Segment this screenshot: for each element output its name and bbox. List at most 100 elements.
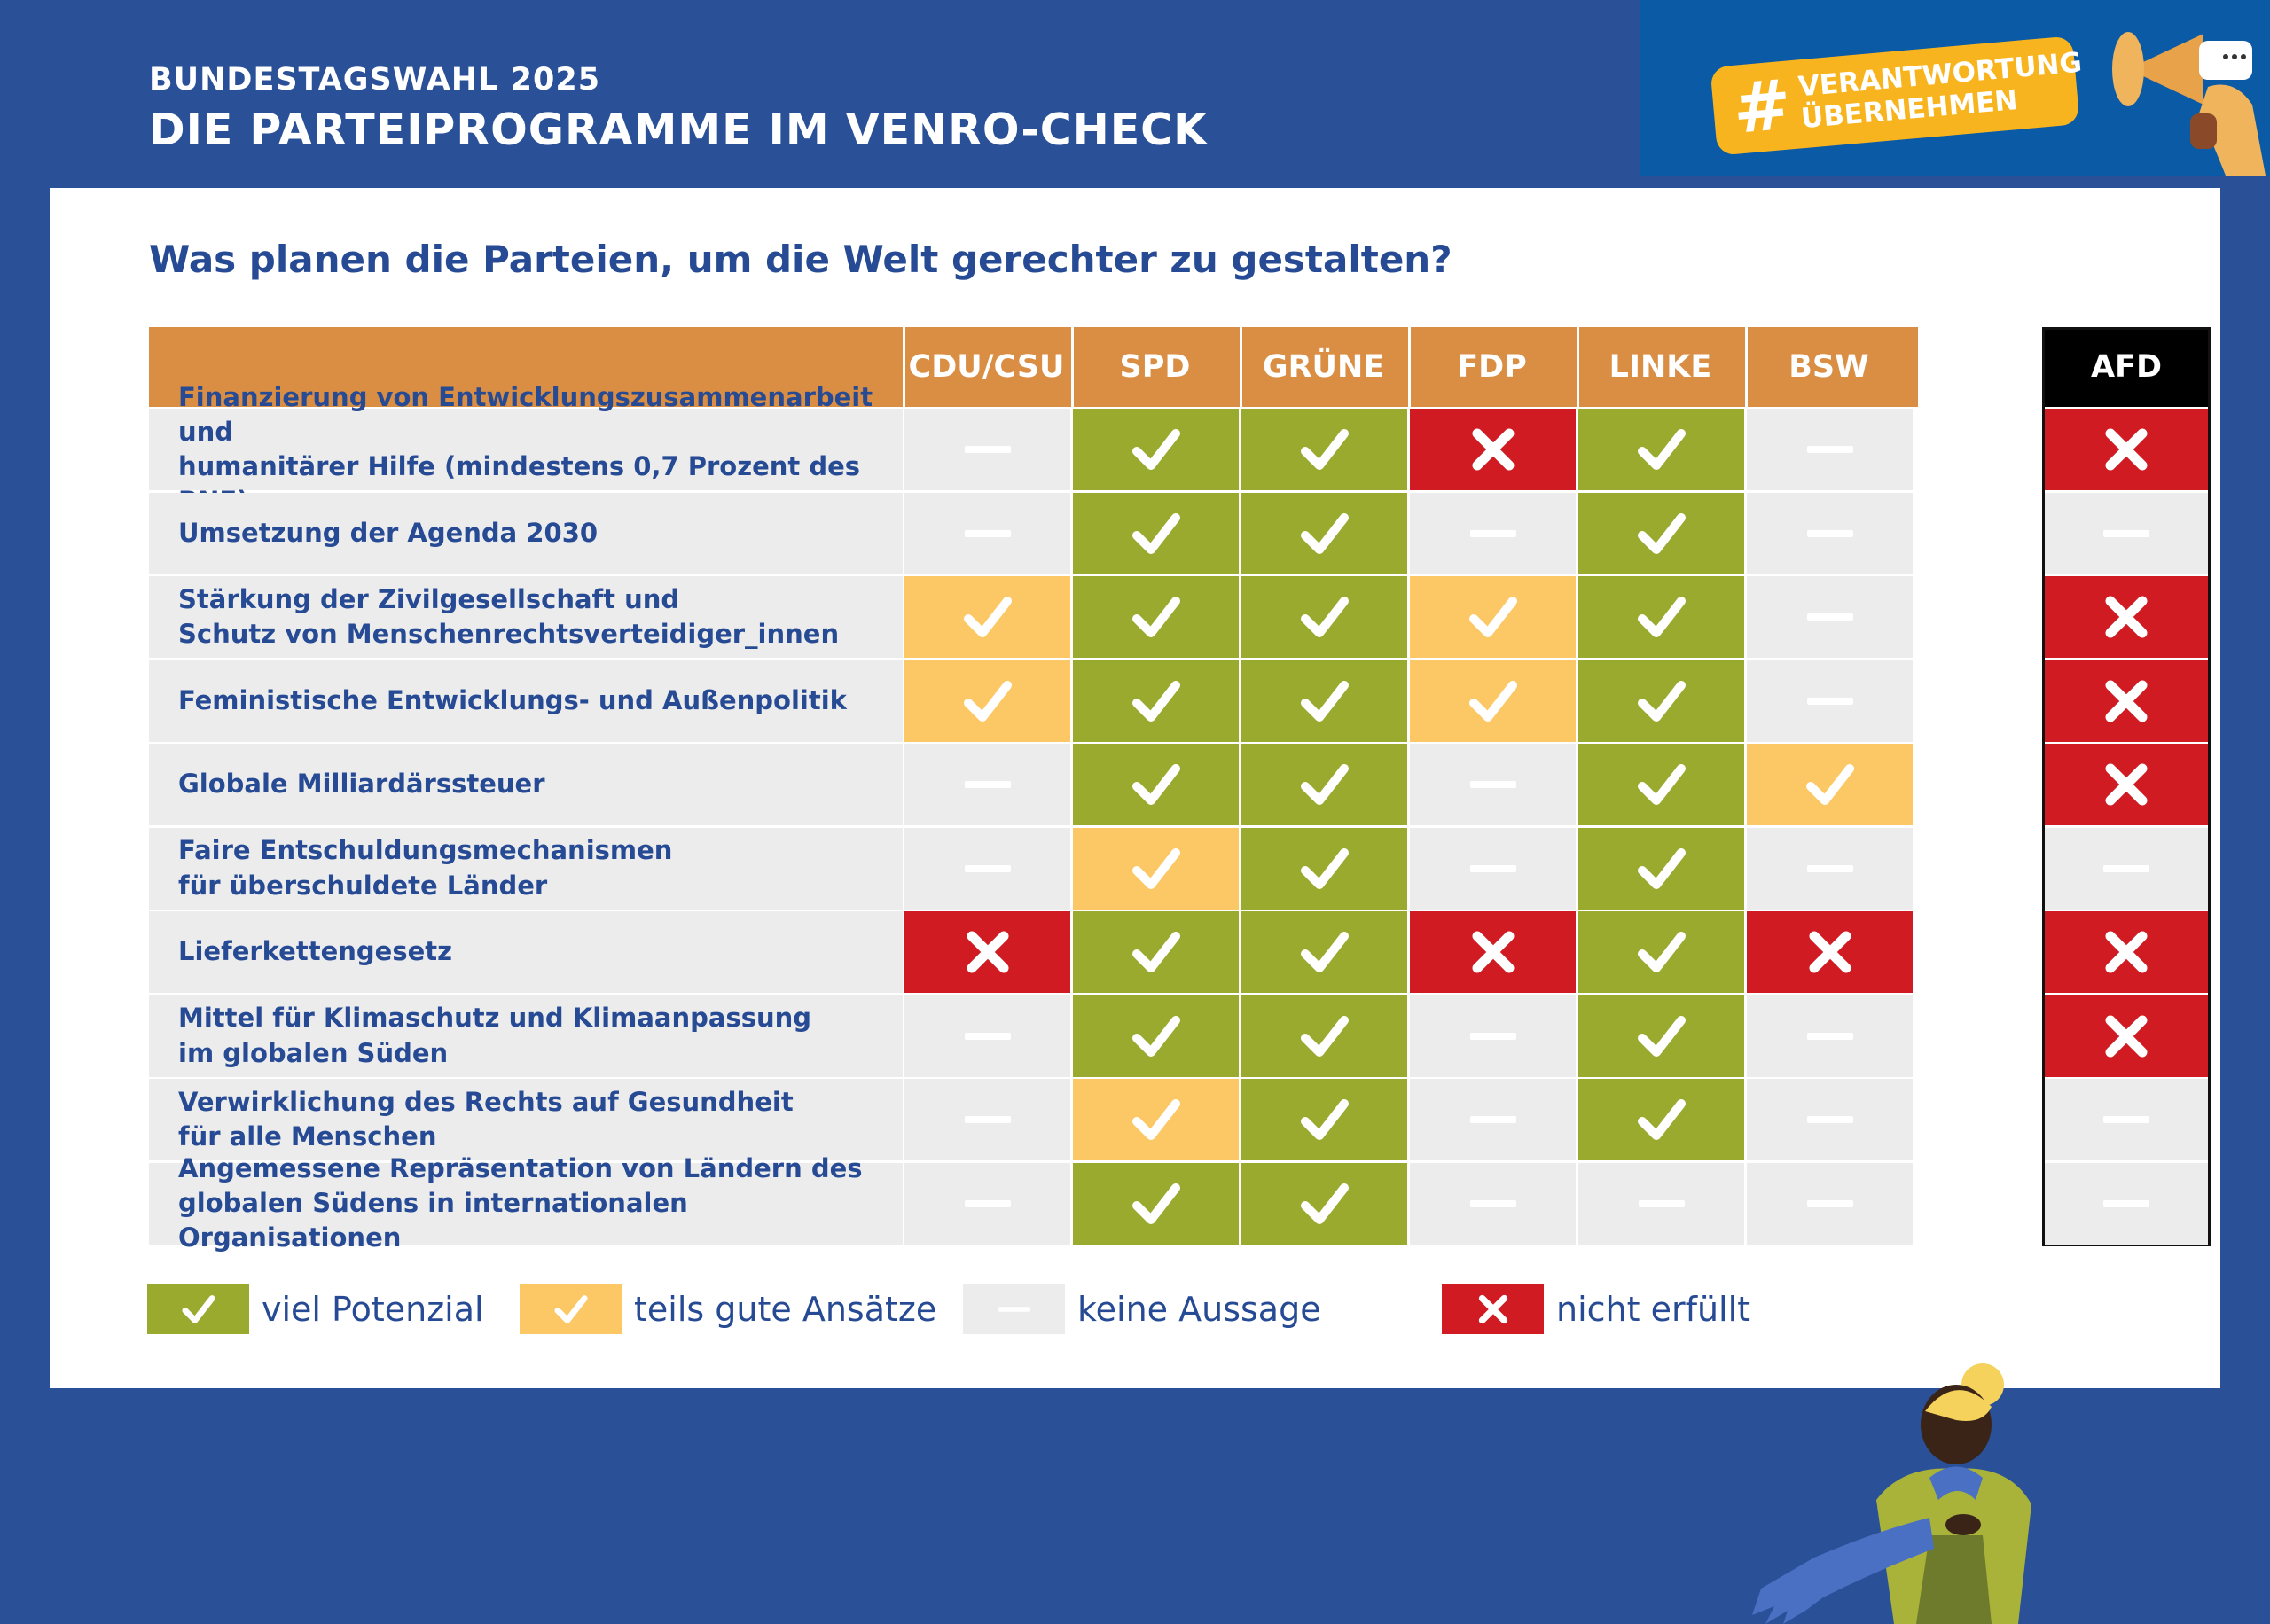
cell-bsw-row-3 [1747, 576, 1913, 658]
person-illustration [1752, 1363, 2031, 1624]
cell-linke-row-2 [1578, 492, 1744, 574]
check-icon [1300, 680, 1349, 722]
cell-fdp-row-2 [1410, 492, 1576, 574]
cell-afd-row-2 [2045, 492, 2208, 574]
check-icon [1131, 847, 1180, 889]
cross-icon [2105, 763, 2148, 806]
cross-icon [2105, 428, 2148, 471]
header-separator [1408, 327, 1411, 407]
cell-afd-row-9 [2045, 1079, 2208, 1160]
col-head-bsw: BSW [1789, 349, 1869, 385]
check-icon [1637, 932, 1686, 972]
col-head-cdu-csu: CDU/CSU [908, 349, 1065, 385]
dash-icon [1806, 446, 1853, 453]
cell-fdp-row-6 [1410, 827, 1576, 910]
cell-cdu-csu-row-6 [904, 827, 1070, 910]
check-icon [1300, 1099, 1349, 1140]
cell-linke-row-1 [1578, 409, 1744, 490]
supertitle: BUNDESTAGSWAHL 2025 [149, 62, 601, 98]
header-separator [903, 327, 905, 407]
cross-icon [1472, 931, 1514, 973]
cell-cdu-csu-row-9 [904, 1079, 1070, 1160]
cell-grune-row-6 [1241, 827, 1407, 910]
cell-fdp-row-9 [1410, 1079, 1576, 1160]
header-separator [1240, 327, 1242, 407]
legend-label: viel Potenzial [262, 1290, 484, 1329]
cell-spd-row-2 [1073, 492, 1239, 574]
cell-grune-row-5 [1241, 744, 1407, 825]
cell-bsw-row-6 [1747, 827, 1913, 910]
dash-icon [964, 529, 1011, 537]
check-icon [1637, 680, 1686, 722]
dash-icon [1469, 1116, 1516, 1123]
cell-fdp-row-8 [1410, 995, 1576, 1077]
check-icon [1637, 597, 1686, 637]
cell-spd-row-3 [1073, 576, 1239, 658]
check-icon [1300, 512, 1349, 554]
legend-item-nicht-erfullt: nicht erfüllt [1442, 1284, 1750, 1334]
cell-fdp-row-1 [1410, 409, 1576, 490]
check-icon [1637, 764, 1686, 805]
cell-afd-row-1 [2045, 409, 2208, 490]
cell-linke-row-8 [1578, 995, 1744, 1077]
row-label: Mittel für Klimaschutz und Klimaanpassun… [149, 995, 903, 1077]
check-icon [1468, 597, 1517, 637]
cell-bsw-row-2 [1747, 492, 1913, 574]
check-icon [1300, 932, 1349, 972]
cell-grune-row-7 [1241, 911, 1407, 993]
check-icon [181, 1295, 215, 1323]
cell-spd-row-9 [1073, 1079, 1239, 1160]
dash-icon [1806, 1116, 1853, 1123]
dash-icon [1469, 1199, 1516, 1207]
cell-grune-row-10 [1241, 1162, 1407, 1245]
dash-icon [1806, 529, 1853, 537]
check-icon [1637, 1099, 1686, 1140]
check-icon [1131, 1099, 1180, 1140]
cell-linke-row-7 [1578, 911, 1744, 993]
legend-item-viel-potenzial: viel Potenzial [147, 1284, 484, 1334]
row-label: Feministische Entwicklungs- und Außenpol… [149, 660, 903, 742]
cell-afd-row-7 [2045, 911, 2208, 993]
cell-bsw-row-7 [1747, 911, 1913, 993]
check-icon [1300, 1183, 1349, 1224]
cell-cdu-csu-row-5 [904, 744, 1070, 825]
dash-icon [998, 1307, 1030, 1312]
check-icon [1637, 429, 1686, 470]
dash-icon [2103, 1199, 2149, 1207]
row-label: Umsetzung der Agenda 2030 [149, 492, 903, 574]
header-separator [1577, 327, 1579, 407]
col-head-gruene: GRÜNE [1262, 349, 1385, 385]
cell-cdu-csu-row-10 [904, 1162, 1070, 1245]
check-icon [1131, 932, 1180, 972]
cell-bsw-row-8 [1747, 995, 1913, 1077]
cell-bsw-row-5 [1747, 744, 1913, 825]
check-icon [1300, 764, 1349, 805]
cross-icon [1809, 931, 1851, 973]
cell-cdu-csu-row-8 [904, 995, 1070, 1077]
cell-grune-row-1 [1241, 409, 1407, 490]
cell-afd-row-3 [2045, 576, 2208, 658]
cell-cdu-csu-row-7 [904, 911, 1070, 993]
row-label: Faire Entschuldungsmechanismen für übers… [149, 827, 903, 910]
check-icon [1131, 597, 1180, 637]
dash-icon [1806, 864, 1853, 872]
dash-icon [1638, 1199, 1685, 1207]
check-icon [1637, 1015, 1686, 1057]
cell-linke-row-10 [1578, 1162, 1744, 1245]
cell-fdp-row-5 [1410, 744, 1576, 825]
dash-icon [1806, 613, 1853, 621]
legend-label: keine Aussage [1077, 1290, 1321, 1329]
cell-fdp-row-4 [1410, 660, 1576, 742]
row-label: Lieferkettengesetz [149, 911, 903, 993]
cross-icon [2105, 931, 2148, 973]
megaphone-icon [2112, 32, 2266, 176]
check-icon [1468, 680, 1517, 722]
header: BUNDESTAGSWAHL 2025 DIE PARTEIPROGRAMME … [149, 62, 1208, 155]
check-icon [963, 680, 1012, 722]
check-icon [1805, 764, 1854, 805]
cell-linke-row-9 [1578, 1079, 1744, 1160]
legend-item-keine-aussage: keine Aussage [963, 1284, 1321, 1334]
dash-icon [1806, 697, 1853, 705]
cell-bsw-row-9 [1747, 1079, 1913, 1160]
check-icon [1300, 429, 1349, 470]
